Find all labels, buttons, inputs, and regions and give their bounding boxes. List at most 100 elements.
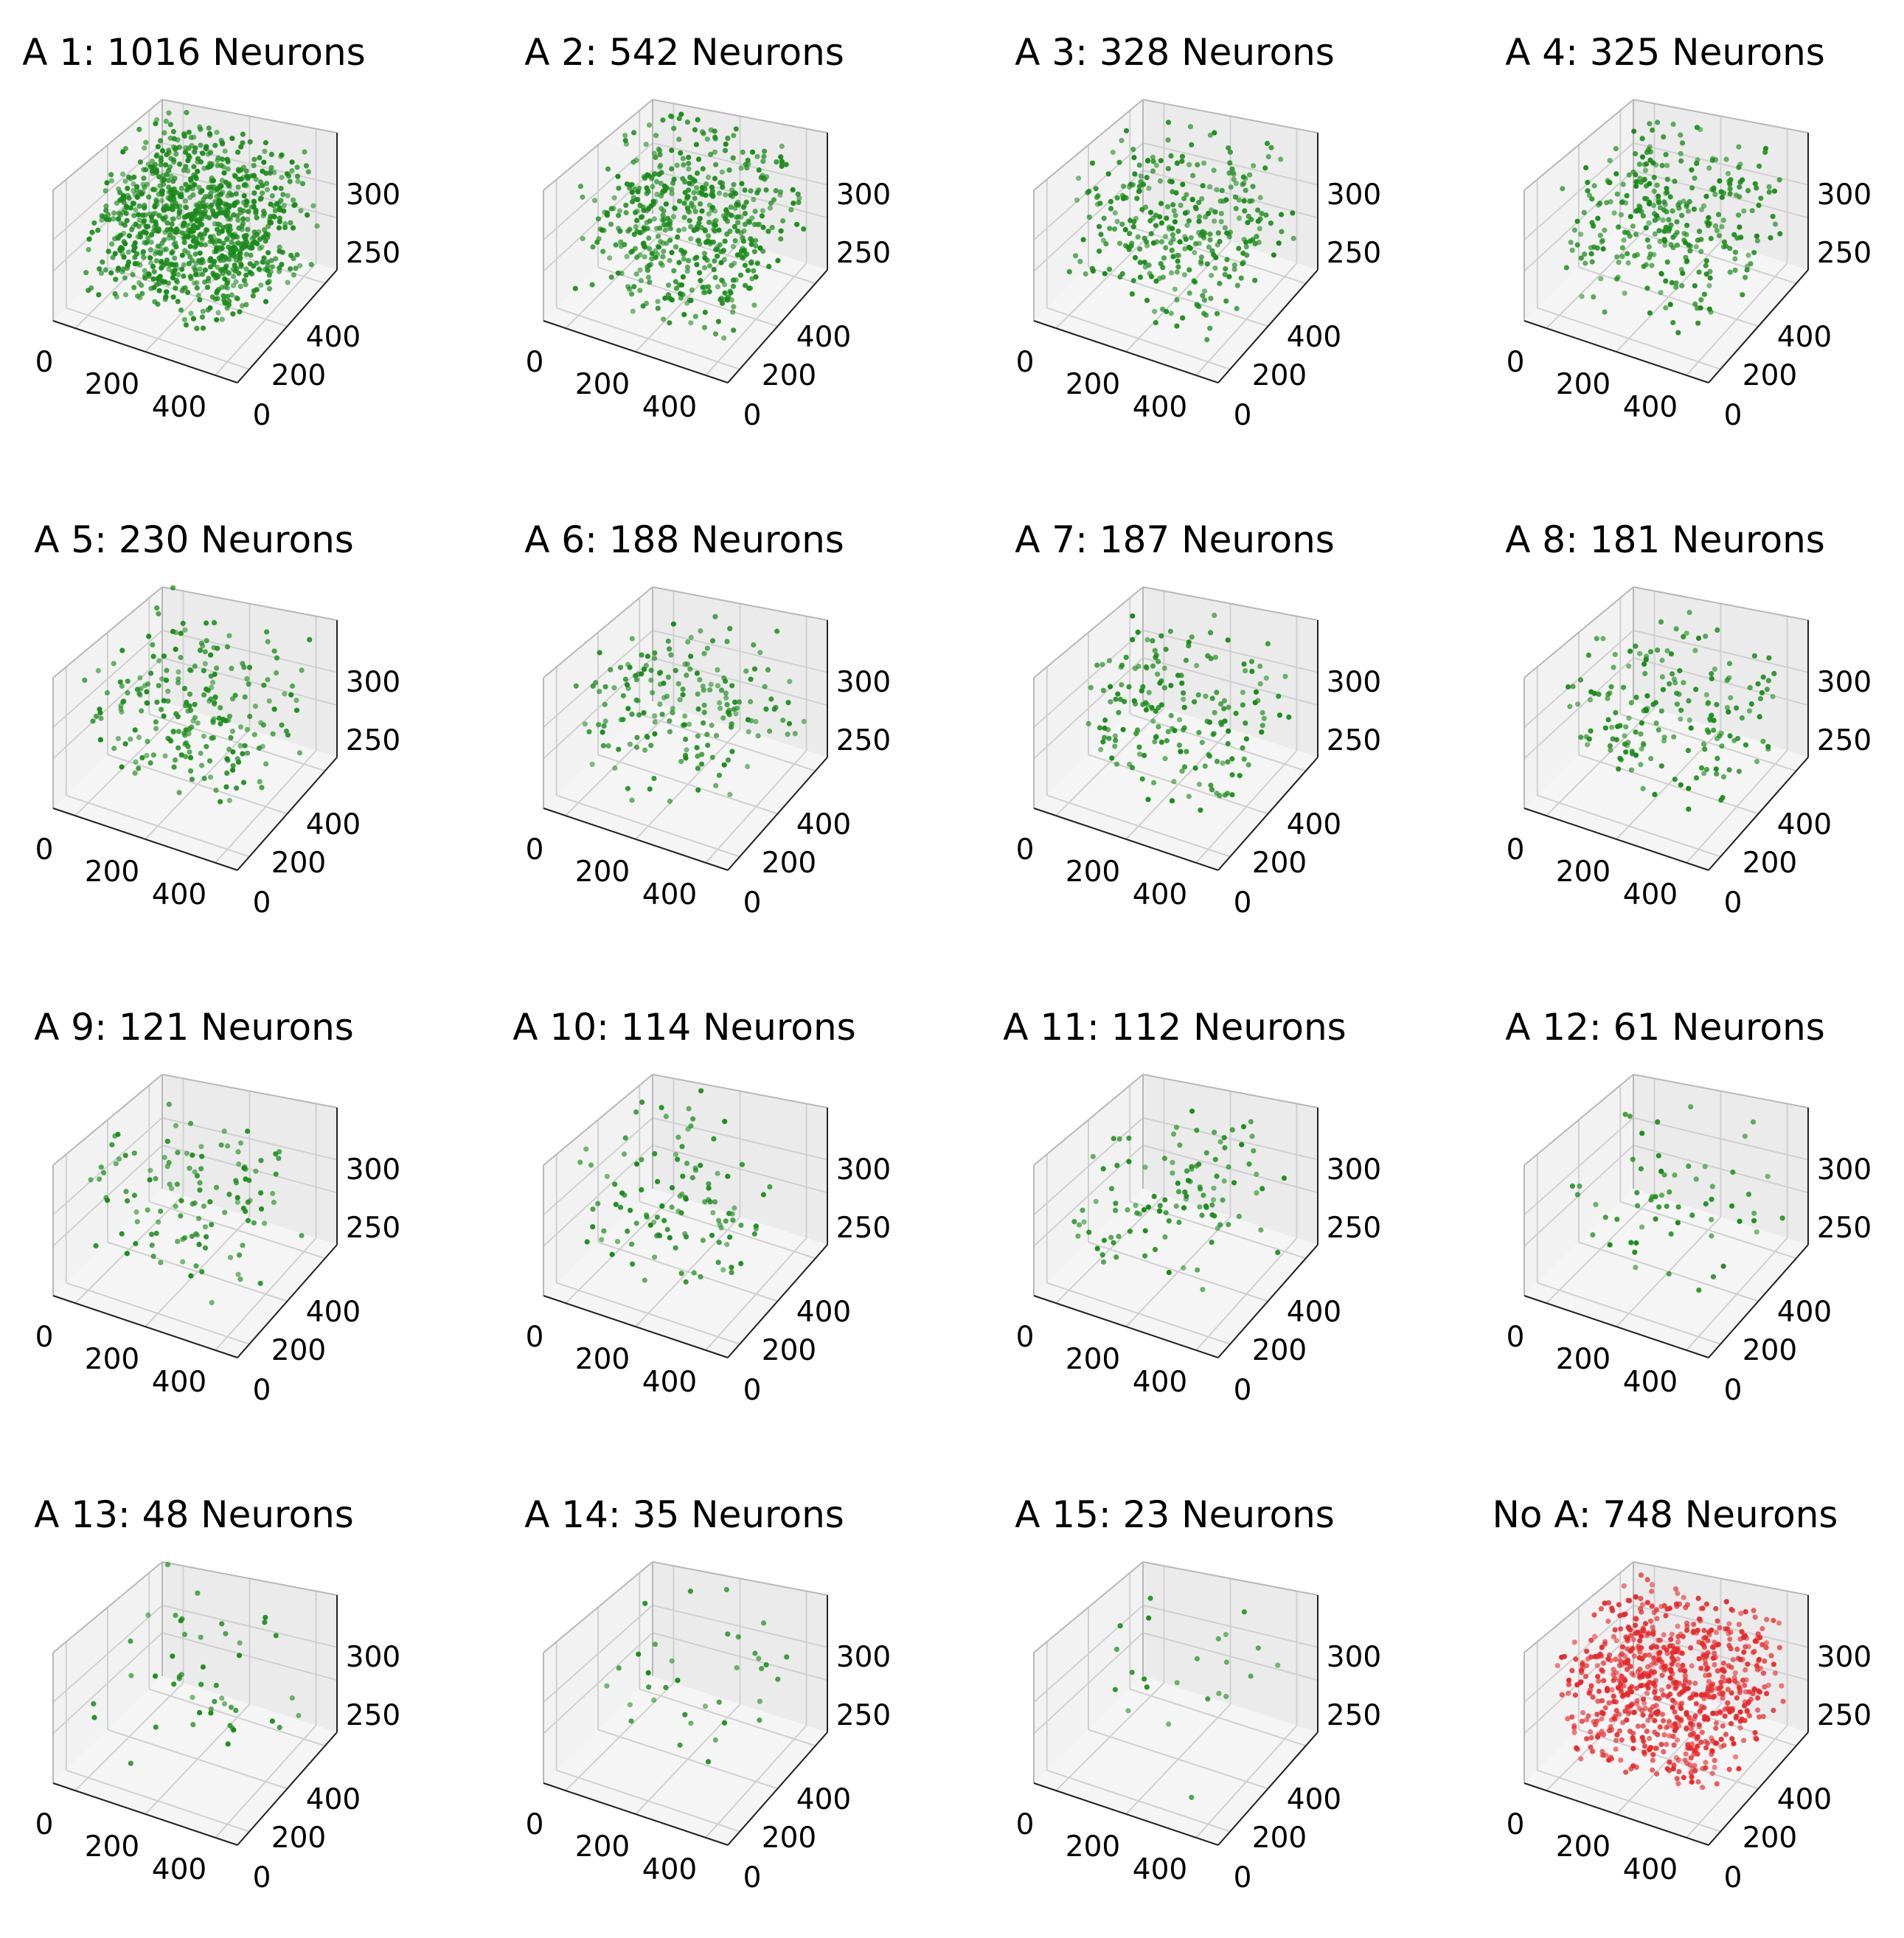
scatter-point <box>686 257 692 263</box>
scatter-point <box>1604 1685 1611 1692</box>
scatter-point <box>602 701 608 707</box>
scatter-point <box>1689 1212 1695 1218</box>
scatter-point <box>183 164 189 170</box>
scatter-point <box>1113 761 1120 767</box>
scatter-point <box>1161 1156 1167 1161</box>
scatter-point <box>1132 171 1138 177</box>
scatter-point <box>1120 184 1127 190</box>
scatter-point <box>159 178 165 184</box>
scatter-point <box>604 1683 610 1689</box>
scatter-point <box>622 242 628 248</box>
scatter-point <box>652 1150 658 1157</box>
scatter-point <box>1637 1673 1643 1679</box>
scatter-point <box>605 166 611 172</box>
scatter-point <box>1248 659 1255 664</box>
scatter-point <box>221 1701 228 1706</box>
scatter-point <box>1600 1660 1607 1667</box>
scatter-point <box>1156 723 1161 730</box>
scatter-point <box>226 633 232 639</box>
scatter-point <box>1611 1715 1617 1721</box>
scatter-point <box>1569 1183 1575 1189</box>
scatter-point <box>182 149 189 155</box>
scatter-point <box>740 235 746 241</box>
scatter-point <box>183 727 189 733</box>
scatter-point <box>172 255 178 261</box>
scatter-point <box>1593 1201 1599 1207</box>
scatter-point <box>792 731 798 737</box>
scatter-point <box>1148 274 1155 279</box>
scatter-point <box>1251 1148 1257 1154</box>
scatter-point <box>1737 184 1743 190</box>
scatter-point <box>707 687 713 693</box>
scatter-point <box>1693 1747 1699 1753</box>
scatter-point <box>131 1192 137 1198</box>
scatter-point <box>678 150 684 156</box>
scatter-point <box>1119 138 1125 144</box>
scatter-point <box>1178 749 1184 754</box>
scatter-point <box>1640 1723 1646 1729</box>
scatter-point <box>128 176 133 181</box>
scatter-point <box>278 198 284 204</box>
scatter-point <box>637 230 643 236</box>
scatter-point <box>1695 1734 1700 1740</box>
scatter-point <box>625 284 631 290</box>
scatter-point <box>694 670 700 676</box>
scatter-point <box>1721 1743 1727 1748</box>
scatter-point <box>1667 1675 1673 1681</box>
scatter-point <box>247 713 253 720</box>
scatter-point <box>1684 1710 1689 1716</box>
scatter-point <box>197 1187 203 1193</box>
scatter-point <box>1127 761 1133 768</box>
scatter-point <box>279 152 285 158</box>
scatter-point <box>223 201 229 207</box>
scatter-point <box>190 1201 195 1207</box>
scatter-point <box>1602 1641 1608 1647</box>
scatter-point <box>692 195 698 201</box>
scatter-point <box>178 185 184 191</box>
scatter-point <box>187 754 194 760</box>
scatter-point <box>732 1205 737 1211</box>
scatter-point <box>200 150 206 156</box>
scatter-point <box>240 131 246 137</box>
y-tick-label: 400 <box>796 1296 851 1329</box>
scatter-point <box>181 262 187 268</box>
scatter-point <box>1625 251 1630 257</box>
scatter-point <box>1590 1232 1596 1238</box>
scatter-point <box>768 696 774 702</box>
scatter-point <box>723 1218 729 1224</box>
scatter-point <box>1697 1709 1703 1715</box>
scatter-point <box>158 1260 164 1265</box>
scatter-point <box>148 239 154 246</box>
scatter-point <box>1714 771 1720 777</box>
scatter-point <box>1644 1729 1650 1734</box>
scatter-point <box>230 311 236 317</box>
scatter-point <box>787 678 793 684</box>
scatter-point <box>1088 684 1094 690</box>
scatter-point <box>1233 710 1239 716</box>
scatter-point <box>1684 204 1689 209</box>
scatter-point <box>1703 692 1709 698</box>
scatter-point <box>729 212 734 218</box>
scatter-point <box>190 1722 196 1728</box>
scatter-point <box>1186 218 1192 224</box>
scatter-point <box>1659 1712 1665 1718</box>
scatter-point <box>1203 1150 1209 1156</box>
scatter-point <box>1655 200 1662 206</box>
scatter-point <box>122 741 128 747</box>
scatter-point <box>1136 188 1142 194</box>
gridlines <box>543 1078 828 1351</box>
scatter-point <box>671 125 677 131</box>
scatter-point <box>181 235 188 241</box>
scatter-point <box>1691 1622 1697 1628</box>
scatter-point <box>167 122 173 128</box>
scatter-point <box>1138 173 1144 179</box>
scatter-point <box>192 251 198 257</box>
scatter-point <box>200 271 206 277</box>
scatter-point <box>676 136 682 142</box>
scatter-point <box>264 629 270 635</box>
scatter-point <box>747 219 753 225</box>
scatter-point <box>165 698 171 704</box>
scatter-point <box>642 254 647 260</box>
scatter-point <box>1605 717 1611 723</box>
